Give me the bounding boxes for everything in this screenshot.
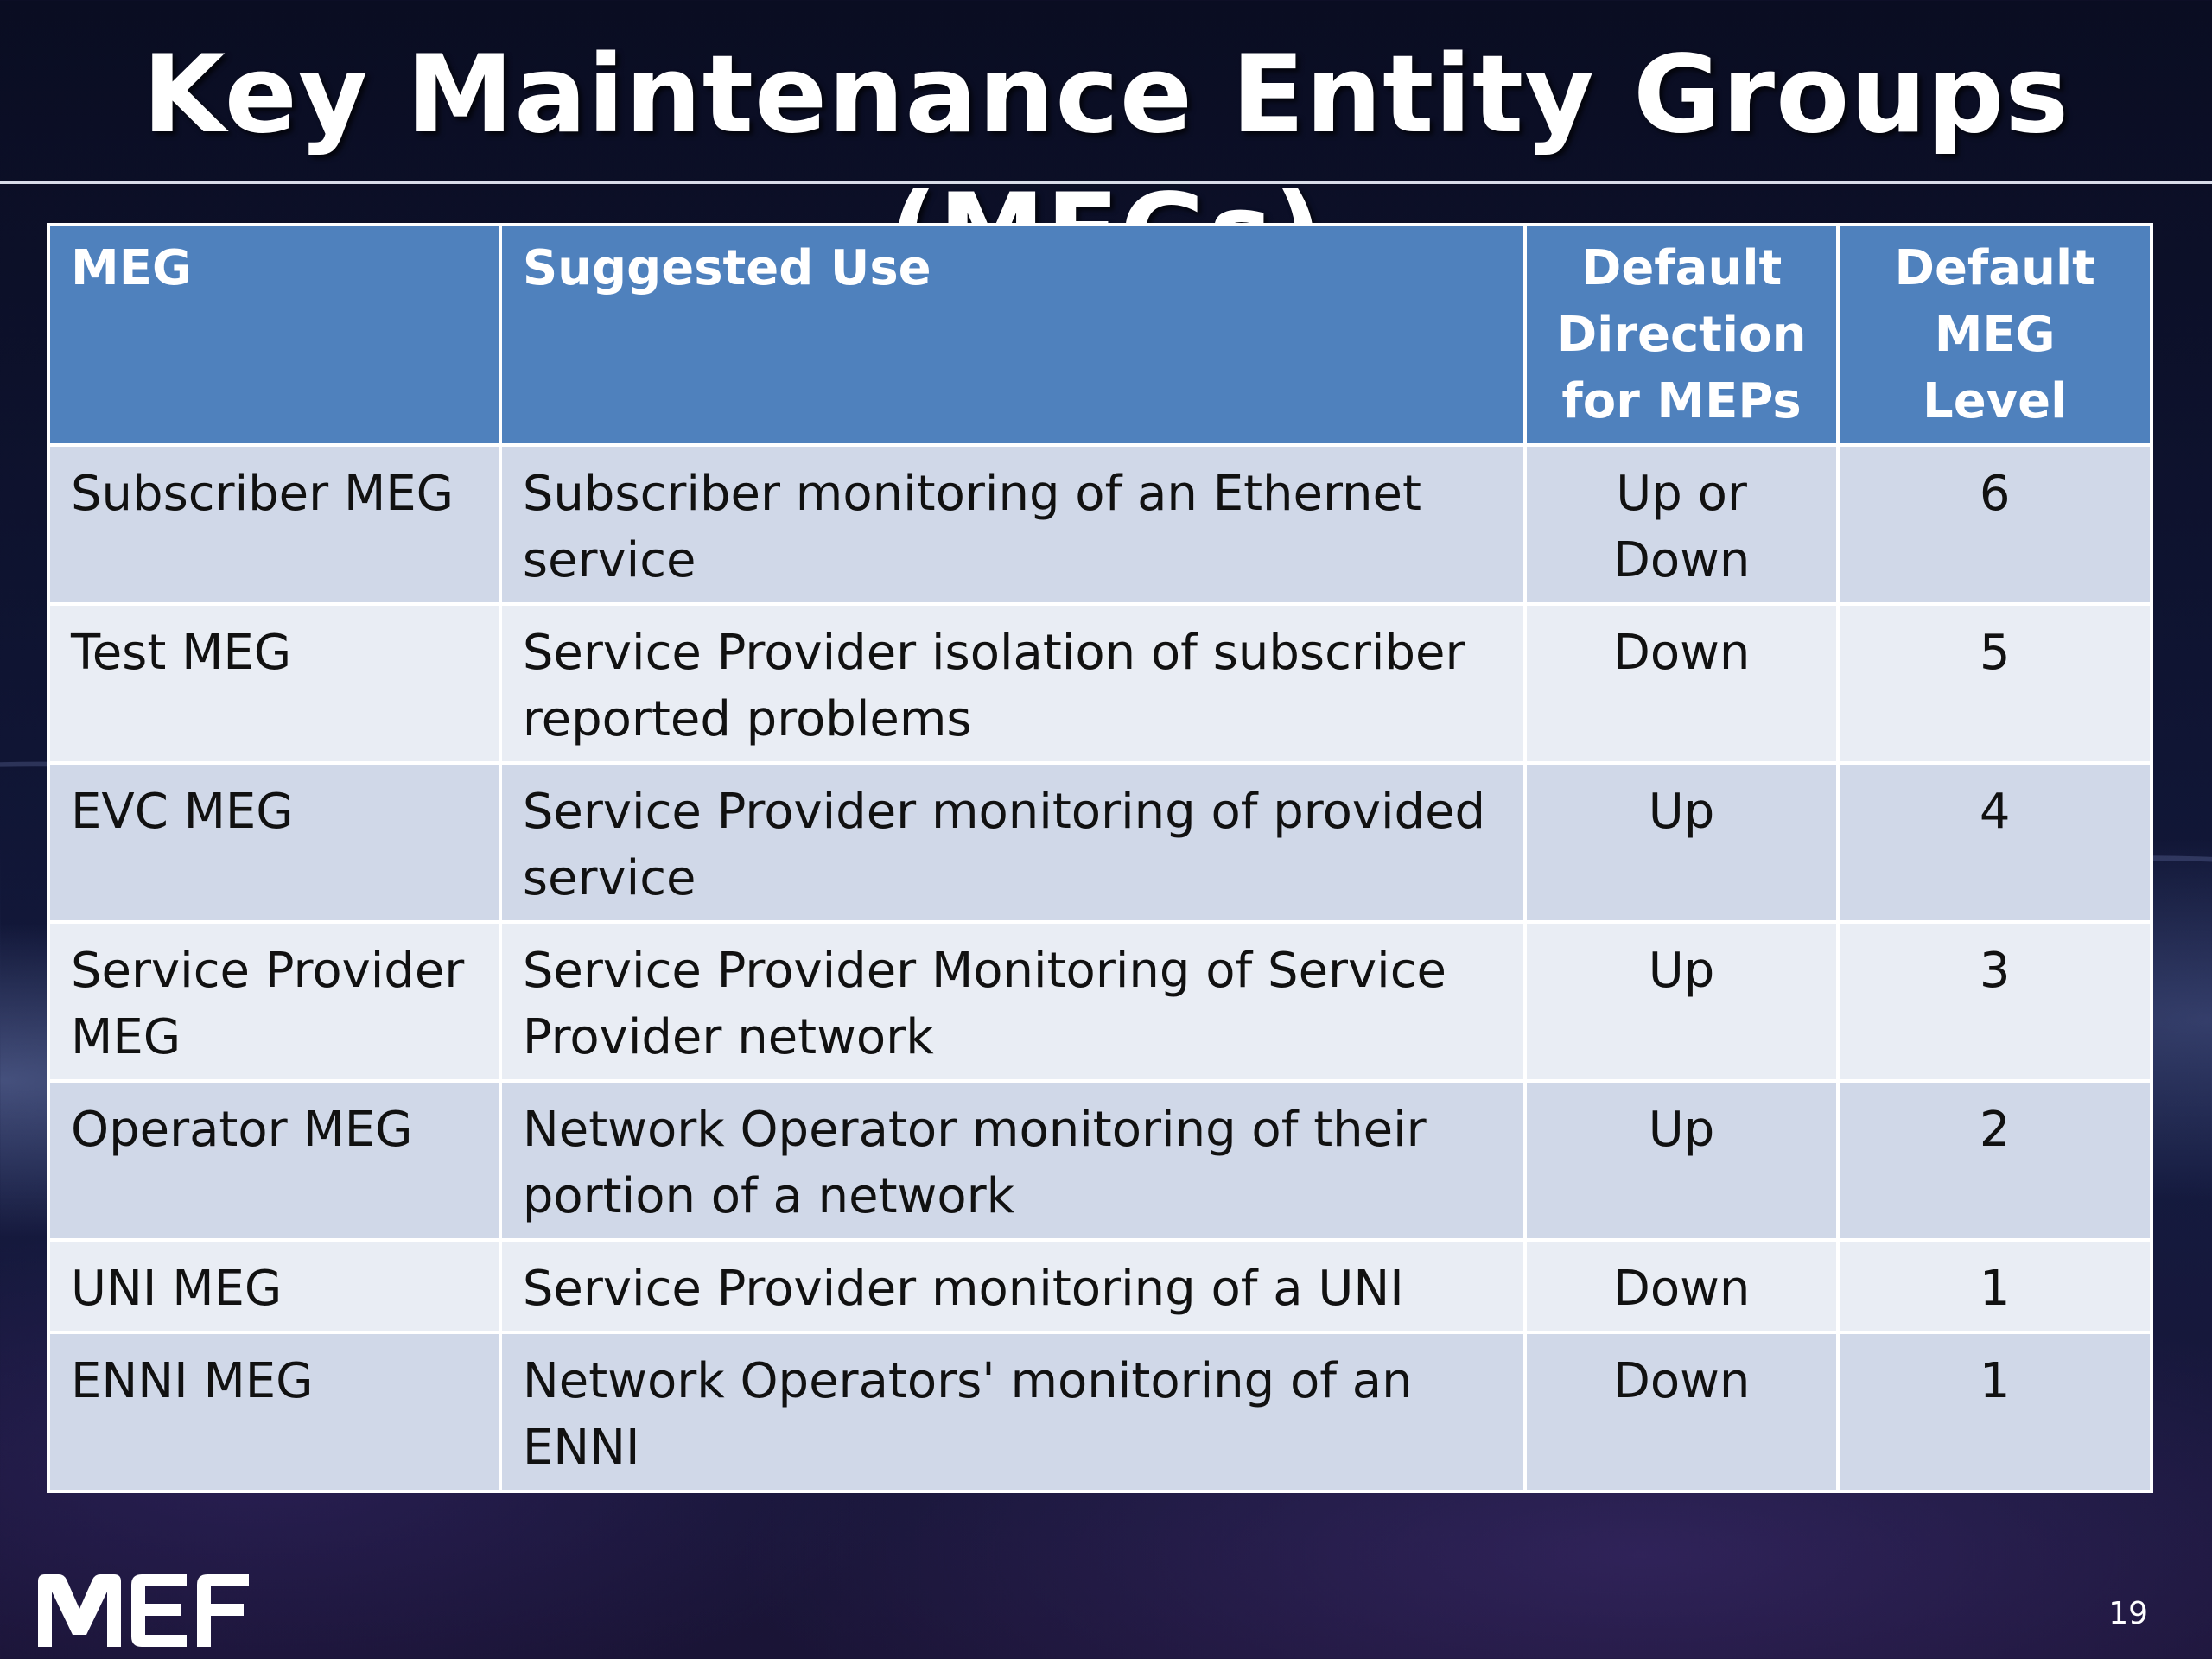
cell-suggested-use: Network Operators' monitoring of an ENNI bbox=[498, 1331, 1527, 1493]
cell-level: 6 bbox=[1836, 443, 2153, 606]
cell-direction: Down bbox=[1522, 602, 1840, 765]
cell-level: 1 bbox=[1836, 1331, 2153, 1493]
cell-suggested-use: Service Provider monitoring of a UNI bbox=[498, 1238, 1527, 1334]
cell-level: 3 bbox=[1836, 920, 2153, 1083]
cell-direction: Up bbox=[1522, 761, 1840, 924]
table-row: UNI MEG Service Provider monitoring of a… bbox=[47, 1238, 2153, 1334]
page-number: 19 bbox=[2108, 1596, 2148, 1631]
cell-level: 4 bbox=[1836, 761, 2153, 924]
cell-meg: Test MEG bbox=[47, 602, 502, 765]
header-default-meg-level: Default MEG Level bbox=[1836, 223, 2153, 447]
cell-meg: UNI MEG bbox=[47, 1238, 502, 1334]
cell-meg: ENNI MEG bbox=[47, 1331, 502, 1493]
cell-direction: Up or Down bbox=[1522, 443, 1840, 606]
table-row: ENNI MEG Network Operators' monitoring o… bbox=[47, 1331, 2153, 1493]
table-row: Service Provider MEG Service Provider Mo… bbox=[47, 920, 2153, 1083]
cell-direction: Down bbox=[1522, 1331, 1840, 1493]
cell-direction: Up bbox=[1522, 1079, 1840, 1242]
table-row: Operator MEG Network Operator monitoring… bbox=[47, 1079, 2153, 1242]
cell-direction: Up bbox=[1522, 920, 1840, 1083]
cell-level: 2 bbox=[1836, 1079, 2153, 1242]
table-header-row: MEG Suggested Use Default Direction for … bbox=[47, 223, 2153, 447]
cell-meg: Subscriber MEG bbox=[47, 443, 502, 606]
cell-suggested-use: Service Provider monitoring of provided … bbox=[498, 761, 1527, 924]
cell-suggested-use: Service Provider Monitoring of Service P… bbox=[498, 920, 1527, 1083]
cell-direction: Down bbox=[1522, 1238, 1840, 1334]
table-row: Subscriber MEG Subscriber monitoring of … bbox=[47, 443, 2153, 606]
cell-meg: Service Provider MEG bbox=[47, 920, 502, 1083]
table-row: Test MEG Service Provider isolation of s… bbox=[47, 602, 2153, 765]
table-row: EVC MEG Service Provider monitoring of p… bbox=[47, 761, 2153, 924]
cell-suggested-use: Network Operator monitoring of their por… bbox=[498, 1079, 1527, 1242]
cell-level: 5 bbox=[1836, 602, 2153, 765]
header-meg: MEG bbox=[47, 223, 502, 447]
header-suggested-use: Suggested Use bbox=[498, 223, 1527, 447]
cell-meg: Operator MEG bbox=[47, 1079, 502, 1242]
cell-meg: EVC MEG bbox=[47, 761, 502, 924]
cell-suggested-use: Subscriber monitoring of an Ethernet ser… bbox=[498, 443, 1527, 606]
title-divider bbox=[0, 181, 2212, 184]
header-default-direction: Default Direction for MEPs bbox=[1522, 223, 1840, 447]
mef-logo bbox=[38, 1574, 249, 1647]
cell-suggested-use: Service Provider isolation of subscriber… bbox=[498, 602, 1527, 765]
meg-table: MEG Suggested Use Default Direction for … bbox=[47, 223, 2153, 1493]
cell-level: 1 bbox=[1836, 1238, 2153, 1334]
